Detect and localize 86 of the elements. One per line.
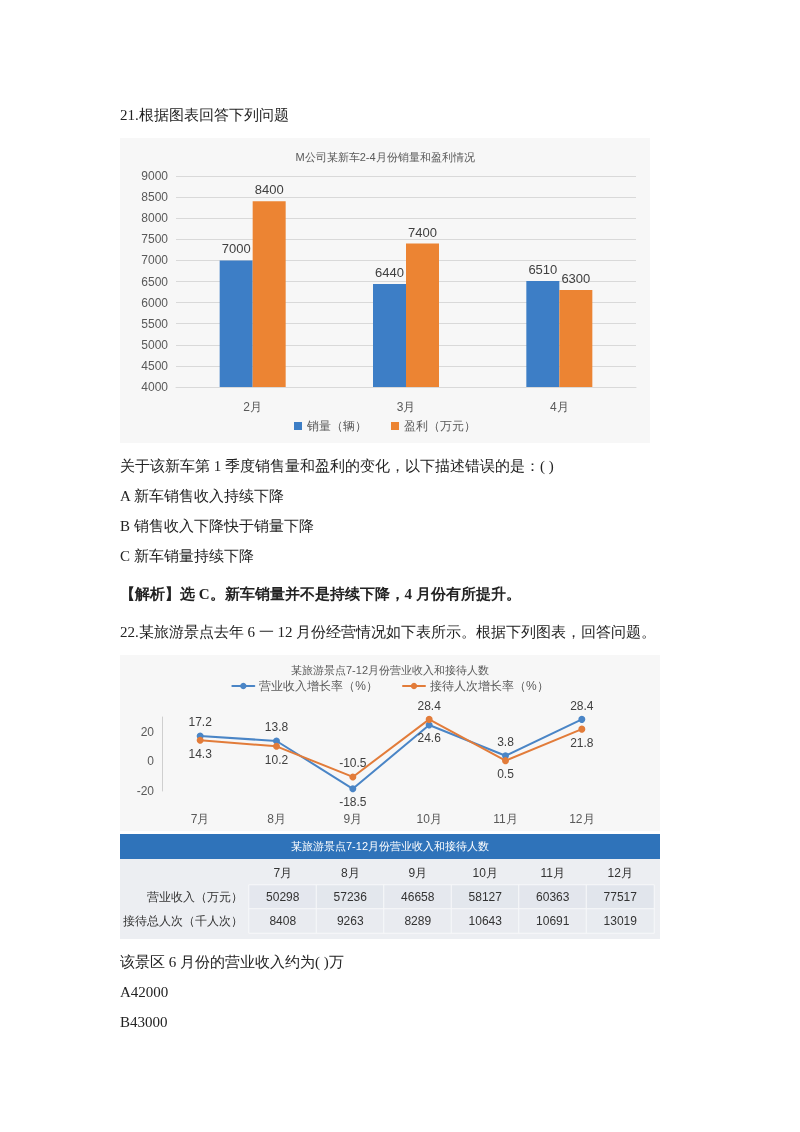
data-label: 6440 [375,265,404,281]
point [425,715,433,723]
x-tick-label: 4月 [549,400,569,414]
point [349,773,357,781]
point [578,725,586,733]
y-tick-label: 9000 [141,169,169,183]
legend-label: 接待人次增长率（%） [430,679,549,693]
y-tick-label: 0 [147,754,155,769]
text: B 销售收入下降快于销量下降 [120,517,315,536]
chart-title: M公司某新车2-4月份销量和盈利情况 [295,150,475,163]
data-label: 9263 [336,914,364,928]
text: A42000 [120,983,170,1002]
y-tick-label: 7500 [141,232,169,247]
x-tick-label: 7月 [273,866,293,880]
data-label: 13019 [603,914,638,928]
data-label: 10.2 [264,752,289,767]
data-label: 77517 [603,890,638,904]
data-label: 6300 [561,270,591,286]
text: C 新车销量持续下降 [120,547,255,566]
data-label: 21.8 [570,735,594,750]
data-label: 57236 [333,890,368,904]
y-tick-label: 接待总人次（千人次） [123,914,243,928]
x-tick-label: 7月 [190,812,210,826]
point [273,742,280,750]
y-tick-label: 6500 [141,274,169,289]
y-tick-label: -20 [136,784,155,798]
y-tick-label: 5000 [141,337,169,352]
data-label: 8400 [254,182,284,198]
data-label: 8289 [404,914,432,928]
y-tick-label: 4500 [141,358,169,373]
data-label: -18.5 [339,795,367,810]
point [196,736,204,744]
data-label: 3.8 [497,735,515,750]
text: B43000 [120,1013,169,1032]
legend-label: 盈利（万元） [404,419,476,433]
text: 22.某旅游景点去年 6 一 12 月份经营情况如下表所示。根据下列图表，回答问题。 [120,623,658,642]
data-label: 14.3 [188,746,213,761]
text: 关于该新车第 1 季度销售量和盈利的变化，以下描述错误的是：( ) [120,457,555,476]
data-label: 7400 [408,224,437,240]
point [502,757,509,765]
data-label: 28.4 [570,698,594,713]
y-tick-label: 7000 [141,253,169,268]
y-tick-label: 8500 [141,190,169,205]
data-label: 6510 [528,262,558,278]
data-label: 60363 [536,890,570,904]
x-tick-label: 8月 [340,866,360,880]
x-tick-label: 3月 [396,400,416,414]
data-label: 46658 [401,890,435,904]
y-tick-label: 4000 [141,380,169,394]
x-tick-label: 11月 [493,812,518,826]
y-tick-label: 6000 [141,295,169,310]
data-label: 13.8 [264,720,289,735]
chart-title: 某旅游景点7-12月份营业收入和接待人数 [120,834,660,859]
x-tick-label: 8月 [267,812,286,826]
y-tick-label: 20 [140,724,155,739]
point [273,737,280,745]
x-tick-label: 9月 [408,866,428,880]
data-label: -10.5 [339,756,367,771]
chart-title: 某旅游景点7-12月份营业收入和接待人数 [290,663,490,676]
point [578,715,586,723]
text: A 新车销售收入持续下降 [120,487,285,506]
data-label: 0.5 [497,767,515,782]
x-tick-label: 10月 [416,812,442,826]
text: 【解析】选 C。新车销量并不是持续下降，4 月份有所提升。 [120,585,522,604]
data-label: 50298 [266,890,300,904]
data-label: 10643 [468,914,503,928]
data-label: 17.2 [188,715,213,730]
text: 21.根据图表回答下列问题 [120,106,290,125]
y-tick-label: 8000 [141,211,169,226]
text: 该景区 6 月份的营业收入约为( )万 [120,953,345,972]
x-tick-label: 9月 [343,812,363,826]
x-tick-label: 12月 [607,866,633,880]
y-tick-label: 5500 [141,316,169,331]
x-tick-label: 10月 [472,866,498,880]
x-tick-label: 12月 [569,812,595,826]
legend-label: 销量（辆） [306,419,367,433]
data-label: 28.4 [417,698,442,713]
data-label: 8408 [269,914,297,928]
point [349,785,357,793]
data-label: 58127 [468,890,503,904]
y-tick-label: 营业收入（万元） [147,890,243,904]
x-tick-label: 11月 [540,866,565,880]
legend-label: 营业收入增长率（%） [259,679,378,693]
x-tick-label: 2月 [243,400,263,414]
data-label: 24.6 [417,731,442,746]
data-label: 10691 [536,914,570,928]
